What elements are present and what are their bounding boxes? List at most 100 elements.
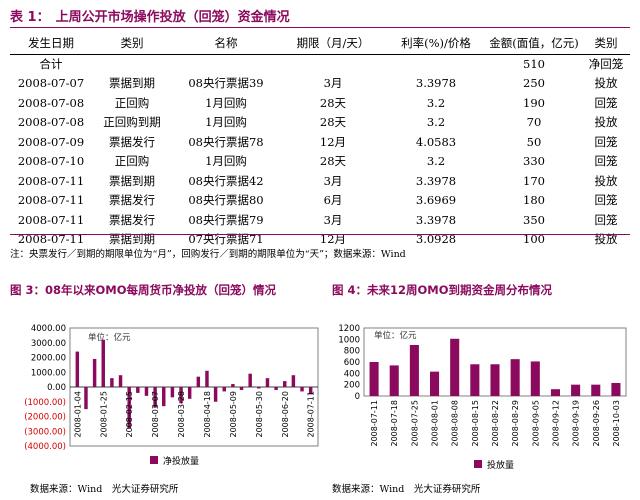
cell-category: 正回购到期 bbox=[103, 115, 161, 130]
col-term: 期限（月/天） bbox=[280, 32, 386, 55]
cell-date: 2008-07-11 bbox=[17, 232, 85, 247]
x-tick-label: 2008-08-01 bbox=[431, 400, 440, 447]
bar bbox=[110, 378, 114, 387]
bar bbox=[450, 338, 460, 396]
cell-term: 3月 bbox=[323, 76, 343, 91]
figure3-chart: 4000.00 3000.00 2000.00 1000.00 0.00 (1000.00… bbox=[22, 318, 322, 478]
bar bbox=[300, 387, 304, 392]
cell-term: 28天 bbox=[319, 95, 347, 110]
cell-amount: 180 bbox=[523, 193, 545, 208]
x-tick-label: 2008-09-26 bbox=[592, 400, 601, 447]
bar bbox=[308, 387, 313, 395]
cell-name: 08央行票据79 bbox=[188, 212, 264, 227]
cell-category: 票据发行 bbox=[109, 193, 155, 208]
cell-kind: 投放 bbox=[594, 76, 618, 91]
cell-date: 2008-07-07 bbox=[17, 76, 85, 91]
x-tick-label: 2008-09-05 bbox=[531, 400, 540, 447]
bar bbox=[84, 387, 88, 410]
figure3-background bbox=[22, 318, 322, 478]
cell-kind: 投放 bbox=[594, 173, 618, 188]
col-amount: 金额(面值，亿元) bbox=[486, 32, 582, 55]
cell-category: 票据到期 bbox=[109, 76, 155, 91]
x-tick-label: 2008-01-25 bbox=[99, 391, 108, 438]
bar bbox=[170, 387, 175, 398]
total-kind: 净回笼 bbox=[588, 57, 624, 71]
col-rate: 利率(%)/价格 bbox=[386, 32, 486, 55]
x-tick-label: 2008-03-28 bbox=[177, 391, 186, 438]
bar bbox=[205, 370, 209, 387]
cell-name: 08央行票据80 bbox=[188, 193, 264, 208]
col-kind: 类别 bbox=[582, 32, 630, 55]
cell-term: 28天 bbox=[319, 115, 347, 130]
total-label: 合计 bbox=[39, 57, 63, 71]
bar bbox=[530, 361, 540, 396]
bar bbox=[510, 359, 520, 396]
bar bbox=[430, 371, 440, 396]
legend-swatch bbox=[150, 456, 158, 464]
x-tick-label: 2008-10-03 bbox=[612, 400, 621, 447]
bar bbox=[153, 387, 157, 408]
cell-amount: 100 bbox=[523, 232, 545, 247]
table-row: 2008-07-11 票据发行 08央行票据80 6月 3.6969 180 回笼 bbox=[10, 191, 630, 211]
x-tick-label: 2008-04-18 bbox=[203, 391, 212, 438]
cell-name: 08央行票据42 bbox=[188, 173, 264, 188]
bar bbox=[265, 378, 270, 387]
cell-term: 12月 bbox=[319, 232, 347, 247]
table1-top-rule bbox=[10, 27, 630, 28]
x-tick-label: 2008-07-11 bbox=[370, 400, 379, 447]
bar bbox=[550, 389, 560, 396]
cell-name: 08央行票据39 bbox=[188, 76, 264, 91]
cell-name: 07央行票据71 bbox=[188, 232, 264, 247]
bar bbox=[101, 339, 105, 387]
y-tick-label: (3000.00) bbox=[24, 427, 66, 437]
x-tick-label: 2008-09-19 bbox=[572, 400, 581, 447]
x-tick-label: 2008-05-30 bbox=[255, 391, 264, 438]
cell-date: 2008-07-11 bbox=[17, 212, 85, 227]
cell-category: 票据到期 bbox=[109, 173, 155, 188]
cell-date: 2008-07-11 bbox=[17, 173, 85, 188]
cell-name: 1月回购 bbox=[205, 95, 247, 110]
bar bbox=[490, 364, 500, 396]
cell-category: 票据发行 bbox=[109, 134, 155, 149]
table1-note: 注：央票发行／到期的期限单位为“月”，回购发行／到期的期限单位为“天”；数据来源… bbox=[10, 249, 406, 260]
cell-amount: 70 bbox=[526, 115, 542, 130]
bar bbox=[283, 381, 287, 387]
cell-rate: 3.0928 bbox=[415, 232, 457, 247]
y-tick-label: 4000.00 bbox=[31, 324, 66, 334]
cell-rate: 3.3978 bbox=[415, 173, 457, 188]
cell-kind: 投放 bbox=[594, 232, 618, 247]
table1-title-text: 上周公开市场操作投放（回笼）资金情况 bbox=[55, 10, 290, 25]
y-tick-label: 800 bbox=[344, 347, 360, 357]
col-category: 类别 bbox=[92, 32, 172, 55]
bar bbox=[389, 365, 399, 396]
cell-date: 2008-07-11 bbox=[17, 193, 85, 208]
bar bbox=[179, 387, 183, 404]
x-tick-label: 2008-05-09 bbox=[229, 391, 238, 438]
bar bbox=[248, 373, 252, 387]
bar bbox=[369, 362, 379, 396]
bar bbox=[136, 387, 140, 393]
cell-name: 1月回购 bbox=[205, 115, 247, 130]
y-tick-label: (2000.00) bbox=[24, 413, 66, 423]
figure3-title-text: 08年以来OMO每周货币净投放（回笼）情况 bbox=[45, 283, 277, 297]
cell-amount: 330 bbox=[523, 154, 545, 169]
cell-kind: 回笼 bbox=[594, 95, 618, 110]
cell-term: 28天 bbox=[319, 154, 347, 169]
y-tick-label: 1000.00 bbox=[31, 368, 66, 378]
cell-amount: 350 bbox=[523, 212, 545, 227]
cell-rate: 3.6969 bbox=[415, 193, 457, 208]
x-tick-label: 2008-07-18 bbox=[390, 400, 399, 447]
figure4-label: 图 4： bbox=[332, 283, 368, 297]
cell-term: 3月 bbox=[323, 173, 343, 188]
bar bbox=[118, 375, 123, 387]
bar bbox=[591, 384, 601, 396]
x-tick-label: 2008-09-12 bbox=[551, 400, 560, 447]
cell-term: 3月 bbox=[323, 212, 343, 227]
table-row: 2008-07-08 正回购 1月回购 28天 3.2 190 回笼 bbox=[10, 93, 630, 113]
y-tick-label: (1000.00) bbox=[24, 398, 66, 408]
cell-amount: 170 bbox=[523, 173, 545, 188]
bar bbox=[144, 387, 149, 396]
x-tick-label: 2008-08-08 bbox=[451, 400, 460, 447]
